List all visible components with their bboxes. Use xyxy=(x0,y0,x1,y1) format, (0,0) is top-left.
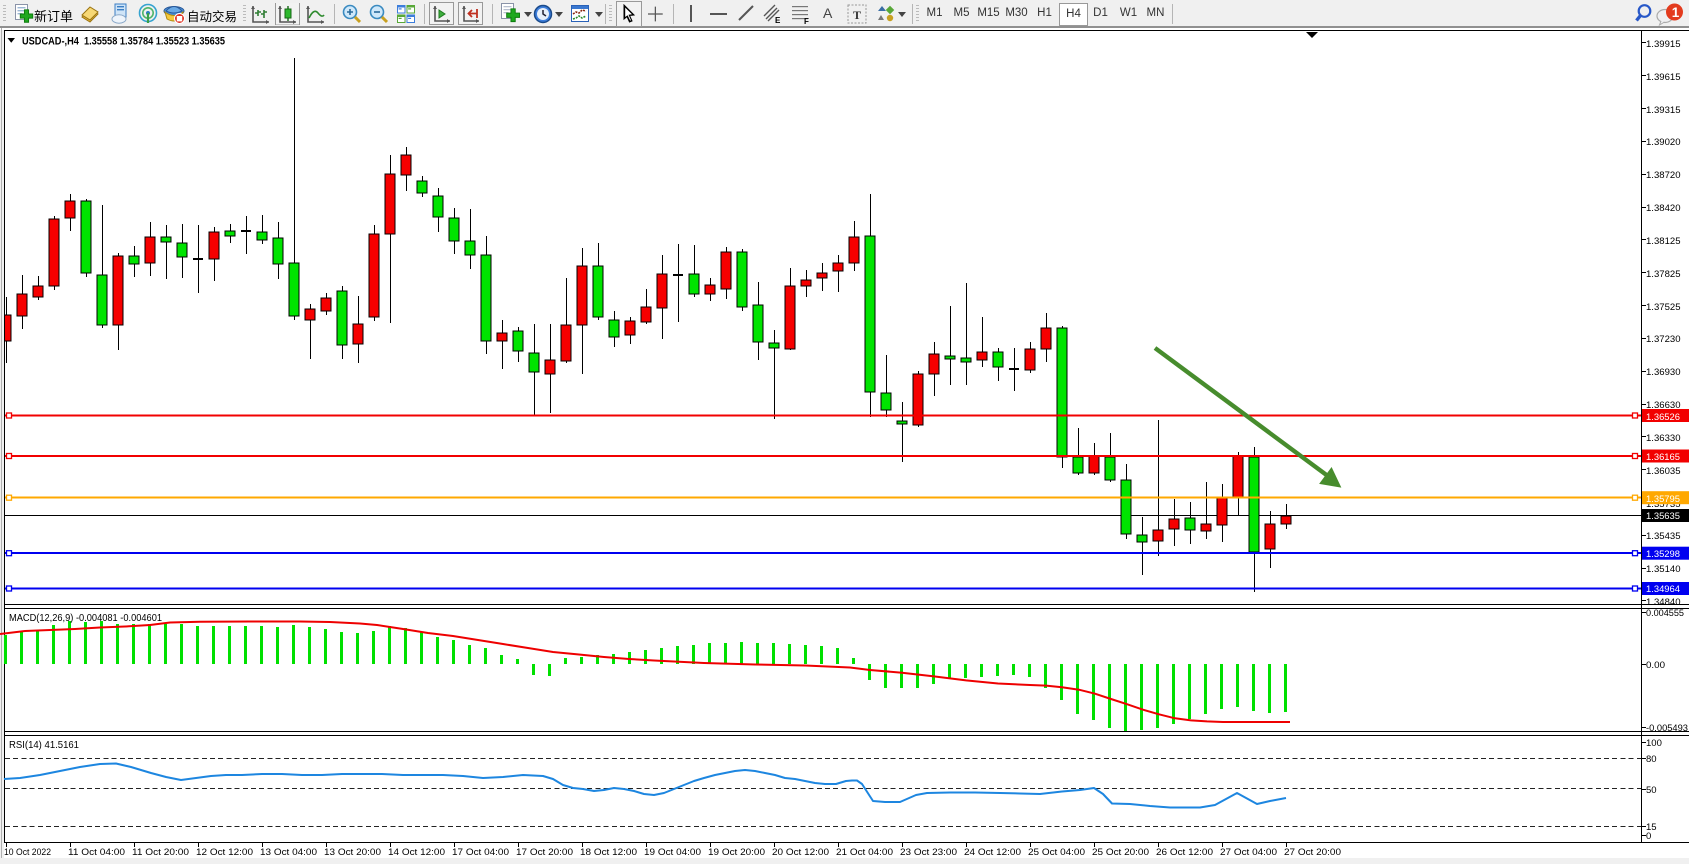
svg-text:-0.005493: -0.005493 xyxy=(1646,723,1688,734)
svg-text:17 Oct 04:00: 17 Oct 04:00 xyxy=(452,847,509,858)
svg-text:1.37230: 1.37230 xyxy=(1646,334,1681,345)
svg-text:RSI(14) 41.5161: RSI(14) 41.5161 xyxy=(9,739,79,751)
svg-text:13 Oct 04:00: 13 Oct 04:00 xyxy=(260,847,317,858)
svg-text:1.35140: 1.35140 xyxy=(1646,564,1681,575)
svg-text:1.39020: 1.39020 xyxy=(1646,137,1681,148)
svg-text:1.38720: 1.38720 xyxy=(1646,170,1681,181)
svg-text:24 Oct 12:00: 24 Oct 12:00 xyxy=(964,847,1021,858)
svg-text:1: 1 xyxy=(1672,5,1680,20)
svg-text:1.35435: 1.35435 xyxy=(1646,531,1681,542)
svg-text:15: 15 xyxy=(1646,822,1657,833)
svg-text:1.35735: 1.35735 xyxy=(1646,499,1681,510)
svg-text:11 Oct 20:00: 11 Oct 20:00 xyxy=(132,847,189,858)
svg-text:25 Oct 04:00: 25 Oct 04:00 xyxy=(1028,847,1085,858)
svg-text:10 Oct 2022: 10 Oct 2022 xyxy=(4,847,51,858)
svg-text:23 Oct 23:00: 23 Oct 23:00 xyxy=(900,847,957,858)
svg-text:1.35298: 1.35298 xyxy=(1646,549,1680,560)
svg-text:USDCAD-,H4 1.35558 1.35784 1.: USDCAD-,H4 1.35558 1.35784 1.35523 1.356… xyxy=(22,36,225,48)
svg-text:0.004555: 0.004555 xyxy=(1646,608,1684,619)
svg-text:1.34840: 1.34840 xyxy=(1646,597,1681,608)
svg-text:19 Oct 04:00: 19 Oct 04:00 xyxy=(644,847,701,858)
svg-text:25 Oct 20:00: 25 Oct 20:00 xyxy=(1092,847,1149,858)
svg-text:14 Oct 12:00: 14 Oct 12:00 xyxy=(388,847,445,858)
svg-text:1.37825: 1.37825 xyxy=(1646,269,1681,280)
svg-text:27 Oct 20:00: 27 Oct 20:00 xyxy=(1284,847,1341,858)
svg-text:1.36165: 1.36165 xyxy=(1646,452,1680,463)
svg-text:1.36630: 1.36630 xyxy=(1646,400,1681,411)
svg-text:26 Oct 12:00: 26 Oct 12:00 xyxy=(1156,847,1213,858)
svg-text:21 Oct 04:00: 21 Oct 04:00 xyxy=(836,847,893,858)
svg-text:20 Oct 12:00: 20 Oct 12:00 xyxy=(772,847,829,858)
svg-text:100: 100 xyxy=(1646,738,1662,749)
svg-text:1.39315: 1.39315 xyxy=(1646,105,1681,116)
svg-text:E: E xyxy=(775,16,781,25)
svg-text:12 Oct 12:00: 12 Oct 12:00 xyxy=(196,847,253,858)
svg-text:MACD(12,26,9) -0.004081 -0.004: MACD(12,26,9) -0.004081 -0.004601 xyxy=(9,612,162,624)
svg-text:1.36930: 1.36930 xyxy=(1646,367,1681,378)
svg-text:18 Oct 12:00: 18 Oct 12:00 xyxy=(580,847,637,858)
svg-text:50: 50 xyxy=(1646,785,1657,796)
svg-text:0: 0 xyxy=(1646,831,1651,842)
svg-text:1.34964: 1.34964 xyxy=(1646,584,1680,595)
svg-text:1.35795: 1.35795 xyxy=(1646,494,1680,505)
svg-text:80: 80 xyxy=(1646,754,1657,765)
svg-text:27 Oct 04:00: 27 Oct 04:00 xyxy=(1220,847,1277,858)
svg-text:13 Oct 20:00: 13 Oct 20:00 xyxy=(324,847,381,858)
svg-text:17 Oct 20:00: 17 Oct 20:00 xyxy=(516,847,573,858)
svg-text:1.36330: 1.36330 xyxy=(1646,433,1681,444)
svg-text:F: F xyxy=(804,17,809,25)
svg-text:0.00: 0.00 xyxy=(1646,660,1665,671)
svg-text:1.36035: 1.36035 xyxy=(1646,466,1681,477)
svg-text:1.39915: 1.39915 xyxy=(1646,39,1681,50)
svg-text:1.38125: 1.38125 xyxy=(1646,236,1681,247)
svg-text:19 Oct 20:00: 19 Oct 20:00 xyxy=(708,847,765,858)
svg-text:1.36526: 1.36526 xyxy=(1646,412,1680,423)
svg-text:1.35635: 1.35635 xyxy=(1646,511,1680,522)
svg-text:1.37525: 1.37525 xyxy=(1646,302,1681,313)
svg-text:1.39615: 1.39615 xyxy=(1646,72,1681,83)
svg-text:11 Oct 04:00: 11 Oct 04:00 xyxy=(68,847,125,858)
svg-text:1.38420: 1.38420 xyxy=(1646,203,1681,214)
svg-text:T: T xyxy=(853,8,861,22)
